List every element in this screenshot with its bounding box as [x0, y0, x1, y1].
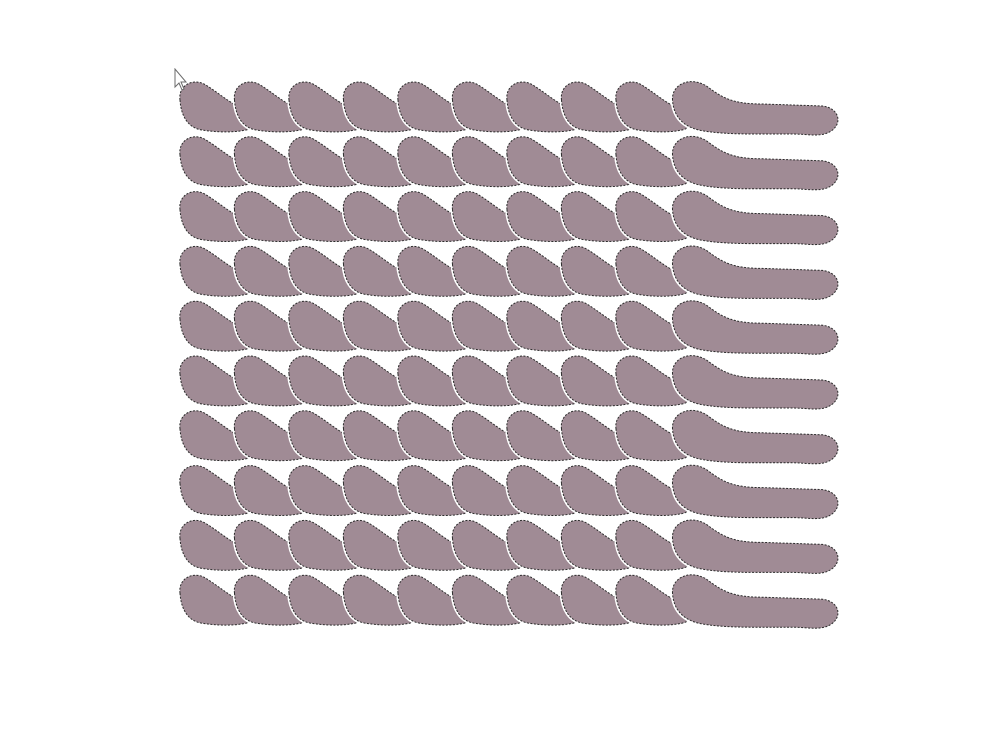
brush-stroke-long	[670, 298, 840, 357]
brush-stroke-long	[670, 244, 840, 302]
brush-stroke-long	[670, 518, 840, 576]
brush-stroke-long	[670, 353, 840, 411]
brush-stroke-long	[670, 79, 840, 137]
brush-stroke-long	[670, 134, 840, 192]
brush-stroke-long	[670, 189, 840, 247]
brush-stroke-long	[670, 572, 840, 631]
brush-stroke-long	[670, 408, 840, 466]
brush-stroke-long	[670, 463, 840, 521]
